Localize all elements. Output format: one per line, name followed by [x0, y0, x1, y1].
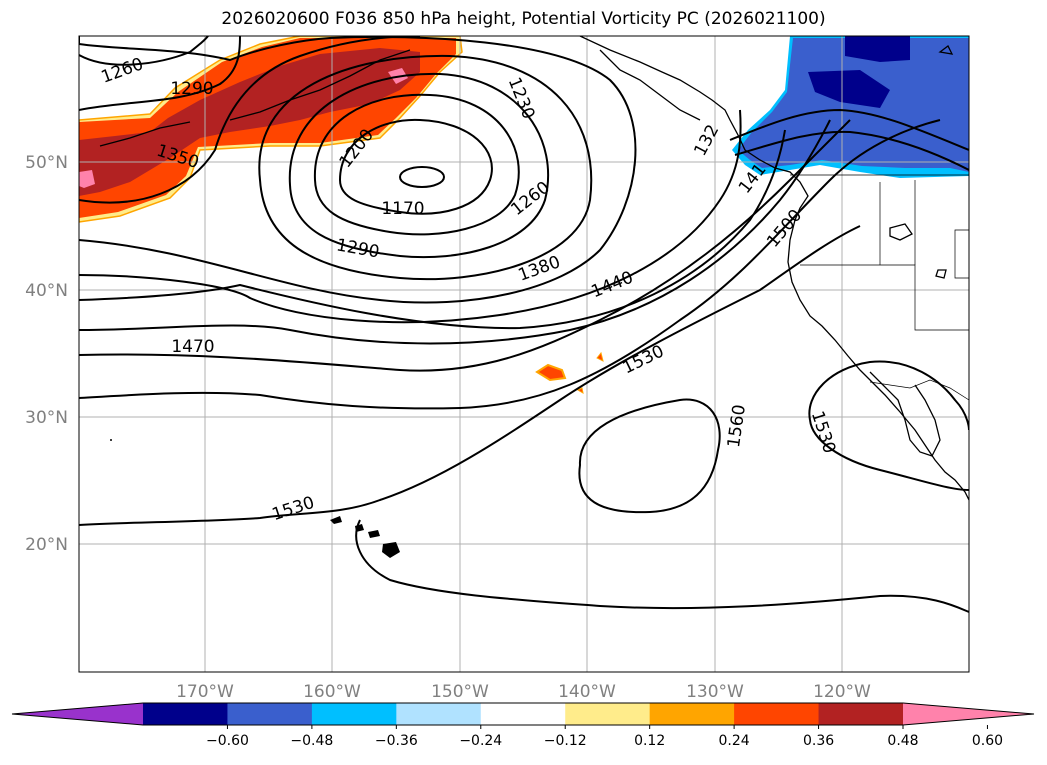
colorbar-tick-label: −0.24 [459, 733, 502, 749]
lon-label: 130°W [686, 682, 744, 702]
colorbar-outline [11, 702, 1035, 726]
map-frame [78, 35, 970, 673]
colorbar-segment [480, 703, 566, 725]
colorbar-tick-label: 0.24 [719, 733, 750, 749]
colorbar-tick-label: −0.60 [206, 733, 249, 749]
latitude-labels: 50°N 40°N 30°N 20°N [25, 153, 68, 555]
colorbar-tick-label: 0.48 [887, 733, 918, 749]
height-contours [79, 36, 969, 613]
hawaii-islands [110, 439, 400, 558]
contour-label: 1290 [170, 79, 213, 99]
contour-label: 1170 [381, 199, 424, 219]
colorbar-segment [311, 703, 397, 725]
colorbar-tick-label: −0.12 [544, 733, 587, 749]
contour-label: 1470 [171, 337, 214, 357]
colorbar-tick-label: 0.12 [634, 733, 665, 749]
lon-label: 170°W [176, 682, 234, 702]
colorbar-segment [143, 703, 228, 725]
lon-label: 140°W [558, 682, 616, 702]
colorbar-segment [818, 703, 904, 725]
map-title: 2026020600 F036 850 hPa height, Potentia… [221, 9, 826, 29]
lat-label: 20°N [25, 535, 68, 555]
colorbar-tick-label: −0.36 [375, 733, 418, 749]
colorbar-segment [227, 703, 313, 725]
colorbar-segment [565, 703, 651, 725]
colorbar-tick-label: 0.60 [972, 733, 1003, 749]
colorbar-segment [396, 703, 482, 725]
map-plot-area: 1260 1290 1350 1200 1230 1170 1260 1290 … [79, 36, 969, 672]
coastlines [99, 36, 969, 501]
longitude-labels: 170°W 160°W 150°W 140°W 130°W 120°W [176, 682, 871, 702]
colorbar-extend-high [903, 703, 1034, 725]
state-borders [790, 174, 969, 401]
lon-label: 160°W [303, 682, 361, 702]
lon-label: 150°W [431, 682, 489, 702]
colorbar: −0.60 −0.48 −0.36 −0.24 −0.12 0.12 0.24 0.36 0.4… [11, 702, 1035, 749]
lat-label: 50°N [25, 153, 68, 173]
lat-label: 30°N [25, 408, 68, 428]
colorbar-segment [649, 703, 735, 725]
colorbar-tick-label: 0.36 [803, 733, 834, 749]
colorbar-segment [734, 703, 820, 725]
colorbar-extend-low [12, 703, 143, 725]
lat-label: 40°N [25, 281, 68, 301]
lon-label: 120°W [813, 682, 871, 702]
colorbar-tick-label: −0.48 [290, 733, 333, 749]
